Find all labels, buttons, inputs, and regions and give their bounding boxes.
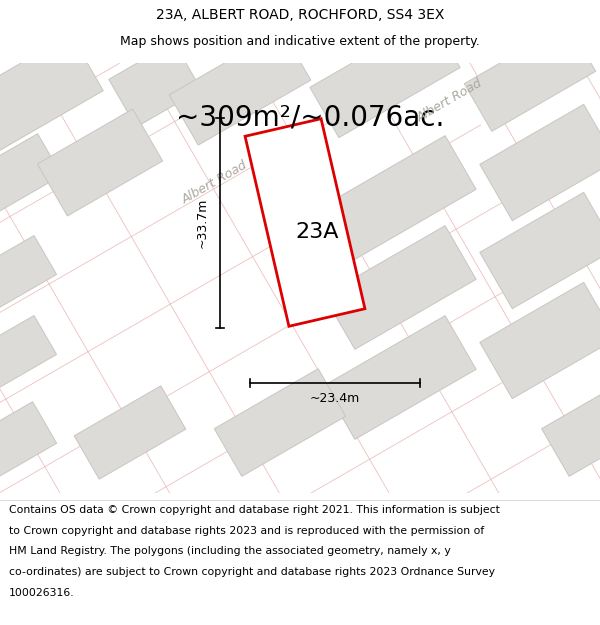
Polygon shape (0, 402, 56, 483)
Text: ~309m²/~0.076ac.: ~309m²/~0.076ac. (176, 104, 444, 131)
Polygon shape (0, 134, 62, 215)
Text: 100026316.: 100026316. (9, 588, 74, 598)
Text: Contains OS data © Crown copyright and database right 2021. This information is : Contains OS data © Crown copyright and d… (9, 505, 500, 515)
Text: HM Land Registry. The polygons (including the associated geometry, namely x, y: HM Land Registry. The polygons (includin… (9, 546, 451, 556)
Text: Map shows position and indicative extent of the property.: Map shows position and indicative extent… (120, 35, 480, 48)
Text: ~23.4m: ~23.4m (310, 392, 360, 405)
Polygon shape (480, 192, 600, 309)
Polygon shape (0, 236, 56, 309)
Text: 23A, ALBERT ROAD, ROCHFORD, SS4 3EX: 23A, ALBERT ROAD, ROCHFORD, SS4 3EX (156, 8, 444, 22)
Polygon shape (37, 109, 163, 216)
Polygon shape (542, 389, 600, 476)
Polygon shape (245, 119, 365, 326)
Polygon shape (324, 136, 476, 259)
Text: ~33.7m: ~33.7m (196, 198, 209, 248)
Polygon shape (0, 34, 103, 151)
Text: Albert Road: Albert Road (180, 159, 250, 206)
Polygon shape (0, 316, 56, 389)
Polygon shape (109, 42, 201, 127)
Polygon shape (480, 282, 600, 399)
Polygon shape (324, 316, 476, 439)
Text: 23A: 23A (295, 222, 339, 243)
Text: co-ordinates) are subject to Crown copyright and database rights 2023 Ordnance S: co-ordinates) are subject to Crown copyr… (9, 567, 495, 577)
Polygon shape (214, 369, 346, 476)
Polygon shape (74, 386, 186, 479)
Text: to Crown copyright and database rights 2023 and is reproduced with the permissio: to Crown copyright and database rights 2… (9, 526, 484, 536)
Text: Albert Road: Albert Road (415, 76, 485, 124)
Polygon shape (480, 104, 600, 221)
Polygon shape (324, 226, 476, 349)
Polygon shape (310, 18, 460, 138)
Polygon shape (169, 30, 311, 145)
Polygon shape (464, 24, 596, 131)
